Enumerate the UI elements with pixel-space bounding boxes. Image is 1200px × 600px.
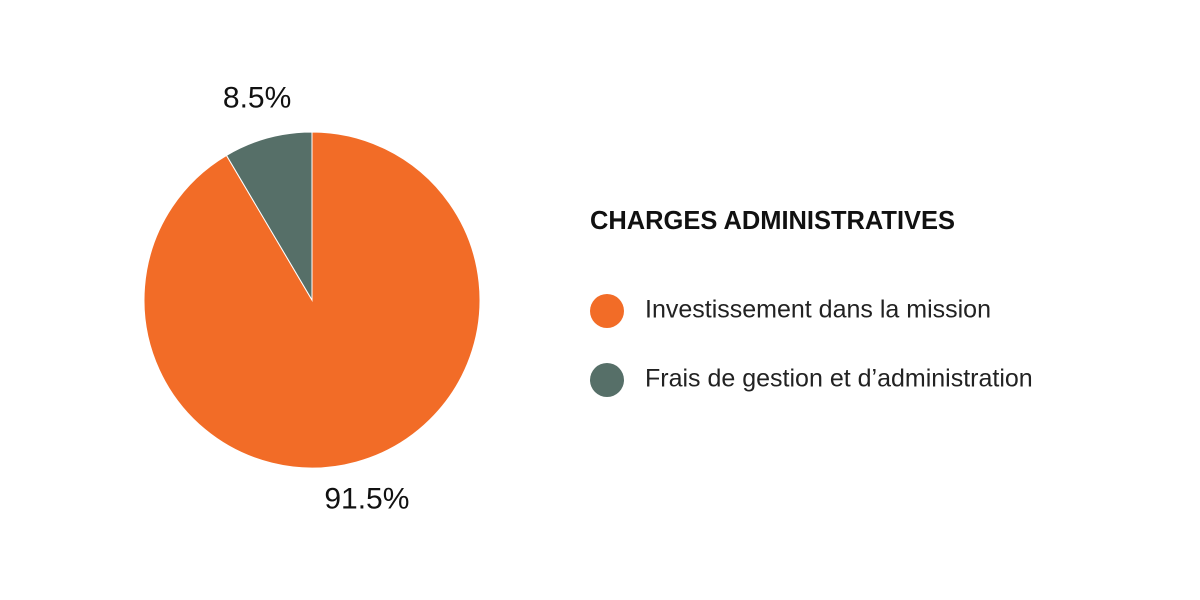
slice-label: 91.5% [324,483,409,516]
legend-label: Frais de gestion et d’administration [645,365,1033,393]
legend-label: Investissement dans la mission [645,296,991,324]
legend-swatch [590,363,624,397]
pie-slice [225,131,313,302]
legend-swatch [590,294,624,328]
slice-label: 8.5% [223,81,291,114]
chart-title: CHARGES ADMINISTRATIVES [590,205,955,235]
